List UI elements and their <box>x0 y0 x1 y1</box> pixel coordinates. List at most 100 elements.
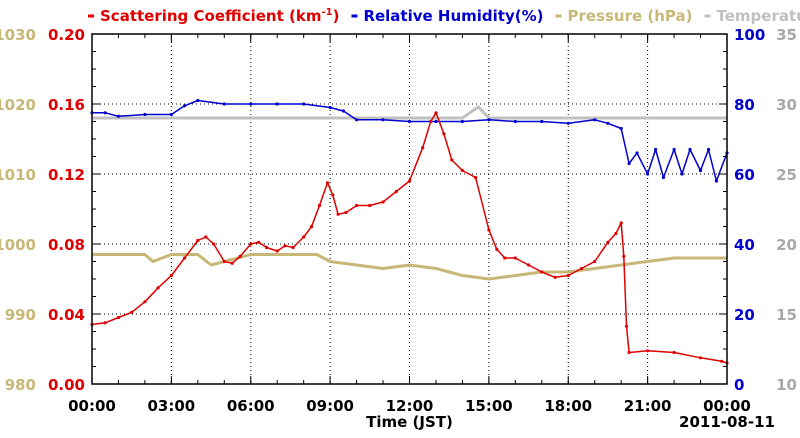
scattering-coefficient-point <box>606 240 610 244</box>
legend-label-pressure-hpa: Pressure (hPa) <box>567 7 692 25</box>
legend-label-tail: ) <box>333 7 340 25</box>
series-layer <box>90 98 729 365</box>
relative-humidity-point <box>566 121 570 125</box>
legend-label-scattering-coefficient-km: Scattering Coefficient (km-1) <box>100 7 339 25</box>
relative-humidity-point <box>434 119 438 124</box>
scattering-coefficient-point <box>196 238 200 243</box>
scattering-coefficient-point <box>421 146 425 150</box>
pressure-tick-label: 1020 <box>0 96 36 114</box>
relative-humidity-point <box>143 112 147 117</box>
relative-humidity-point <box>646 172 650 176</box>
relative-humidity-point <box>341 109 345 113</box>
scattering-coefficient-point <box>720 359 724 363</box>
relative-humidity-point <box>302 102 306 106</box>
relative-humidity-point <box>222 102 226 106</box>
scattering-coefficient-point <box>368 203 372 208</box>
grid-layer <box>92 34 727 384</box>
temperature-tick-label: 30 <box>776 96 797 114</box>
relative-humidity-point <box>513 119 517 124</box>
scattering-coefficient-point <box>183 256 187 260</box>
relative-humidity-point <box>407 119 412 124</box>
scattering-coefficient-point <box>336 212 340 216</box>
humidity-tick-label: 20 <box>734 306 755 324</box>
scattering-coefficient-point <box>553 275 557 279</box>
scattering-coefficient-point <box>450 158 454 162</box>
relative-humidity-point <box>103 111 107 115</box>
scattering-coefficient-point <box>116 315 121 320</box>
relative-humidity-point <box>460 119 464 124</box>
relative-humidity-point <box>381 118 385 122</box>
temperature-tick-label: 20 <box>776 236 797 254</box>
scattering-tick-label: 0.20 <box>48 26 85 44</box>
humidity-tick-label: 80 <box>734 96 755 114</box>
scattering-coefficient-point <box>407 179 412 183</box>
frame-layer <box>91 33 728 385</box>
scattering-coefficient-point <box>302 235 306 239</box>
relative-humidity-point <box>698 168 703 173</box>
scattering-coefficient-point <box>474 175 478 180</box>
relative-humidity-point <box>487 118 491 122</box>
relative-humidity-point <box>706 147 711 152</box>
scattering-coefficient-point <box>646 349 650 353</box>
relative-humidity-point <box>680 172 684 176</box>
x-tick-label: 00:00 <box>68 397 116 415</box>
scattering-coefficient-point <box>169 273 173 278</box>
relative-humidity-point <box>196 98 200 103</box>
x-axis-label: Time (JST) <box>366 413 453 431</box>
scattering-coefficient-point <box>593 259 597 264</box>
legend-label-relative-humidity: Relative Humidity(%) <box>363 7 543 25</box>
relative-humidity-point <box>593 118 597 122</box>
relative-humidity-point <box>661 175 666 180</box>
scattering-coefficient-point <box>624 324 629 328</box>
scattering-coefficient-point <box>540 270 544 274</box>
relative-humidity-point <box>688 147 692 152</box>
scattering-coefficient-point <box>394 189 398 194</box>
scattering-coefficient-point <box>143 300 147 304</box>
scattering-coefficient-point <box>355 203 359 208</box>
relative-humidity-point <box>654 147 658 152</box>
relative-humidity-point <box>275 102 279 106</box>
scattering-coefficient-point <box>212 242 216 246</box>
scattering-coefficient-point <box>487 228 491 232</box>
scattering-coefficient-point <box>130 310 134 314</box>
scattering-coefficient-point <box>381 200 385 204</box>
scattering-coefficient-point <box>156 286 160 290</box>
pressure-line <box>92 253 727 281</box>
temperature-tick-label: 15 <box>776 306 797 324</box>
scattering-coefficient-point <box>317 203 322 208</box>
humidity-tick-label: 40 <box>734 236 755 254</box>
relative-humidity-point <box>635 151 639 155</box>
relative-humidity-point <box>627 161 631 166</box>
scattering-coefficient-point <box>222 259 226 264</box>
relative-humidity-point <box>619 126 623 131</box>
pressure-tick-label: 980 <box>5 376 36 394</box>
scattering-coefficient-point <box>103 321 107 325</box>
temperature-tick-label: 35 <box>776 26 797 44</box>
scattering-coefficient-point <box>429 119 433 124</box>
relative-humidity-point <box>249 102 253 106</box>
scattering-coefficient-point <box>579 266 584 271</box>
scattering-coefficient-point <box>495 247 499 251</box>
scattering-coefficient-point <box>310 224 314 229</box>
scattering-coefficient-point <box>614 231 618 236</box>
scattering-coefficient-point <box>672 350 676 355</box>
legend-label-temperature: Temperature (oC) <box>716 7 800 25</box>
axis-layer: 00:00 03:00 06:00 09:00 12:00 15:00 18:00 21:00… <box>0 26 797 431</box>
scattering-coefficient-point <box>513 256 517 260</box>
scattering-coefficient-point <box>460 168 464 173</box>
scattering-coefficient-point <box>619 221 623 225</box>
relative-humidity-point <box>540 119 544 124</box>
relative-humidity-point <box>355 118 359 122</box>
scattering-coefficient-point <box>566 273 570 278</box>
relative-humidity-point <box>116 114 121 118</box>
relative-humidity-point <box>328 105 332 110</box>
scattering-coefficient-point <box>291 245 295 250</box>
scattering-coefficient-point <box>325 181 330 185</box>
date-label: 2011-08-11 <box>679 413 775 431</box>
x-tick-label: 06:00 <box>227 397 275 415</box>
scattering-tick-label: 0.04 <box>48 306 85 324</box>
humidity-tick-label: 0 <box>734 376 744 394</box>
scattering-coefficient-point <box>257 240 261 244</box>
relative-humidity-point <box>672 147 676 152</box>
